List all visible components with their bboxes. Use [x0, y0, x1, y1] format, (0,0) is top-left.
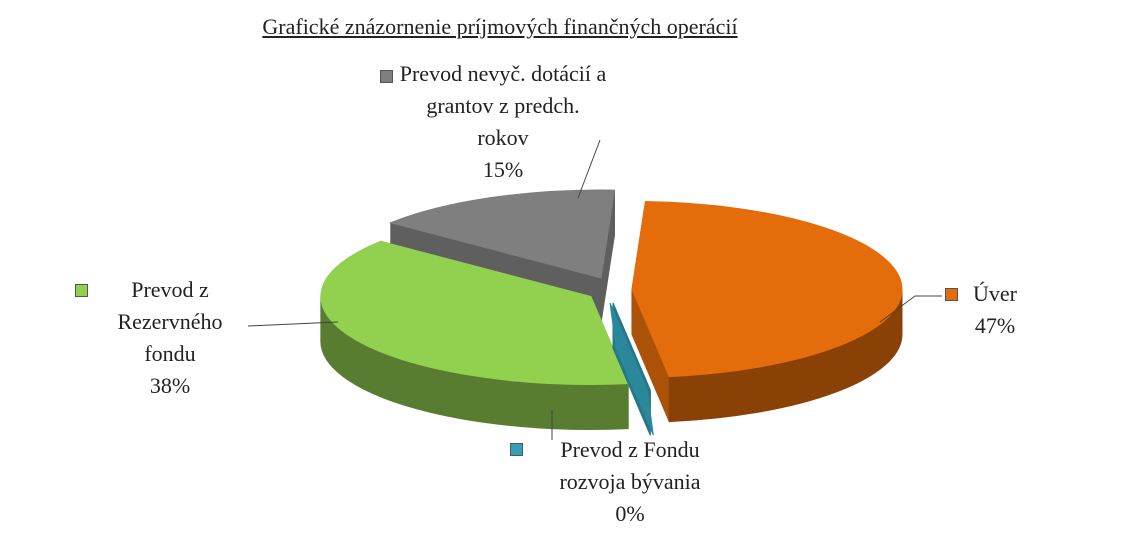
- slice-label: Prevod nevyč. dotácií a grantov z predch…: [398, 58, 608, 186]
- slice-label: Prevod z Rezervného fondu 38%: [95, 274, 245, 402]
- category-label: Úver: [973, 281, 1017, 306]
- category-label: Prevod z Rezervného fondu: [117, 277, 223, 366]
- value-label: 47%: [974, 313, 1016, 338]
- slice: [631, 201, 903, 423]
- leader-line: [247, 321, 339, 327]
- slice: [320, 240, 629, 430]
- value-label: 0%: [615, 501, 645, 526]
- legend-swatch: [510, 443, 523, 456]
- legend-swatch: [75, 284, 88, 297]
- legend-swatch: [380, 70, 393, 83]
- slice-label: Úver 47%: [960, 278, 1030, 342]
- value-label: 38%: [149, 373, 191, 398]
- category-label: Prevod z Fondu rozvoja bývania: [559, 437, 701, 494]
- slice-label: Prevod z Fondu rozvoja bývania 0%: [525, 434, 735, 530]
- category-label: Prevod nevyč. dotácií a grantov z predch…: [399, 61, 607, 150]
- leader-line: [577, 139, 601, 199]
- chart-title: Grafické znázornenie príjmových finančný…: [262, 14, 738, 39]
- value-label: 15%: [482, 157, 524, 182]
- slice-cut-face: [609, 302, 654, 436]
- slice-top: [389, 189, 616, 279]
- slice: [609, 302, 654, 436]
- legend-swatch: [945, 288, 958, 301]
- slice-top: [320, 240, 629, 386]
- slice-top: [631, 201, 903, 378]
- leader-line: [879, 295, 942, 323]
